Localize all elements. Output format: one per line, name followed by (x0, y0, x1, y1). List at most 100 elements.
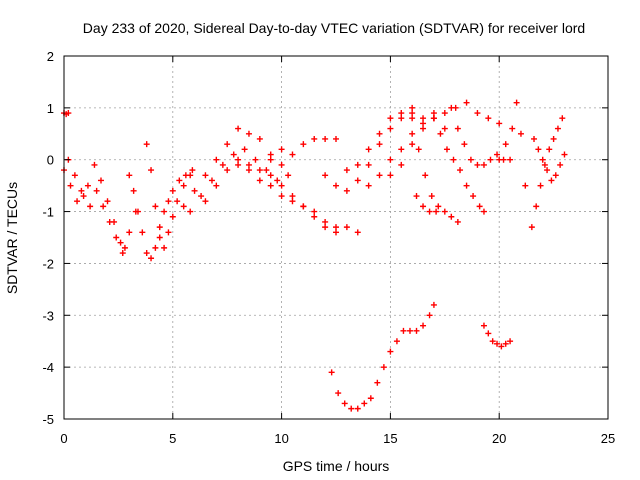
data-point (443, 146, 450, 153)
data-point (561, 151, 568, 158)
data-point (406, 327, 413, 334)
data-point (476, 203, 483, 210)
data-point (84, 182, 91, 189)
data-point (343, 187, 350, 194)
data-point (426, 312, 433, 319)
data-point (213, 156, 220, 163)
data-point (354, 229, 361, 236)
data-point (322, 224, 329, 231)
data-point (437, 130, 444, 137)
data-point (441, 125, 448, 132)
y-axis-label: SDTVAR / TECUs (4, 182, 20, 294)
data-point (398, 110, 405, 117)
data-point (376, 130, 383, 137)
data-point (509, 125, 516, 132)
data-point (235, 161, 242, 168)
data-point (91, 161, 98, 168)
data-point (263, 167, 270, 174)
data-point (256, 167, 263, 174)
data-point (485, 330, 492, 337)
data-point (80, 193, 87, 200)
data-point (496, 156, 503, 163)
data-point (544, 167, 551, 174)
data-point (300, 203, 307, 210)
series-arc-23 (480, 322, 514, 350)
data-point (126, 229, 133, 236)
x-tick-label: 15 (383, 431, 397, 446)
data-point (152, 203, 159, 210)
data-point (134, 208, 141, 215)
data-point (539, 156, 546, 163)
data-point (224, 167, 231, 174)
data-point (67, 182, 74, 189)
data-point (517, 130, 524, 137)
data-point (322, 172, 329, 179)
data-point (365, 161, 372, 168)
series-arc-15 (409, 115, 461, 225)
data-point (148, 167, 155, 174)
data-point (454, 125, 461, 132)
data-point (300, 141, 307, 148)
data-point (71, 172, 78, 179)
data-point (267, 151, 274, 158)
data-point (161, 244, 168, 251)
data-point (343, 224, 350, 231)
data-point (380, 364, 387, 371)
data-point (354, 405, 361, 412)
data-point (457, 167, 464, 174)
data-point (169, 213, 176, 220)
data-point (289, 198, 296, 205)
data-point (485, 115, 492, 122)
data-point (256, 135, 263, 142)
series-arc-19 (496, 99, 529, 189)
data-points (61, 99, 568, 412)
data-point (454, 218, 461, 225)
y-tick-label: -2 (42, 256, 54, 271)
data-point (426, 208, 433, 215)
data-point (430, 115, 437, 122)
data-point (374, 379, 381, 386)
data-point (354, 177, 361, 184)
series-arc-10 (267, 172, 339, 236)
data-point (441, 208, 448, 215)
data-point (245, 161, 252, 168)
series-arc-20 (528, 115, 566, 231)
y-tick-label: -5 (42, 412, 54, 427)
data-point (528, 224, 535, 231)
data-point (531, 135, 538, 142)
data-point (65, 110, 72, 117)
series-arc-9 (235, 161, 361, 236)
series-arc-16 (430, 115, 487, 215)
data-point (202, 198, 209, 205)
data-point (274, 177, 281, 184)
data-point (489, 338, 496, 345)
data-point (420, 120, 427, 127)
series-arc-14 (387, 99, 503, 179)
data-point (365, 182, 372, 189)
data-point (328, 369, 335, 376)
data-point (480, 161, 487, 168)
series-arc-17 (448, 104, 514, 168)
data-point (461, 141, 468, 148)
data-point (433, 208, 440, 215)
data-point (208, 177, 215, 184)
data-point (121, 244, 128, 251)
data-point (119, 250, 126, 257)
data-point (498, 343, 505, 350)
data-point (245, 167, 252, 174)
data-point (413, 193, 420, 200)
data-point (335, 390, 342, 397)
data-point (415, 146, 422, 153)
data-point (480, 322, 487, 329)
data-point (126, 172, 133, 179)
data-point (398, 146, 405, 153)
data-point (537, 182, 544, 189)
series-arc-1 (61, 110, 72, 118)
data-point (502, 141, 509, 148)
data-point (333, 224, 339, 231)
data-point (502, 340, 509, 347)
data-point (139, 229, 146, 236)
data-point (278, 161, 285, 168)
data-point (176, 177, 183, 184)
